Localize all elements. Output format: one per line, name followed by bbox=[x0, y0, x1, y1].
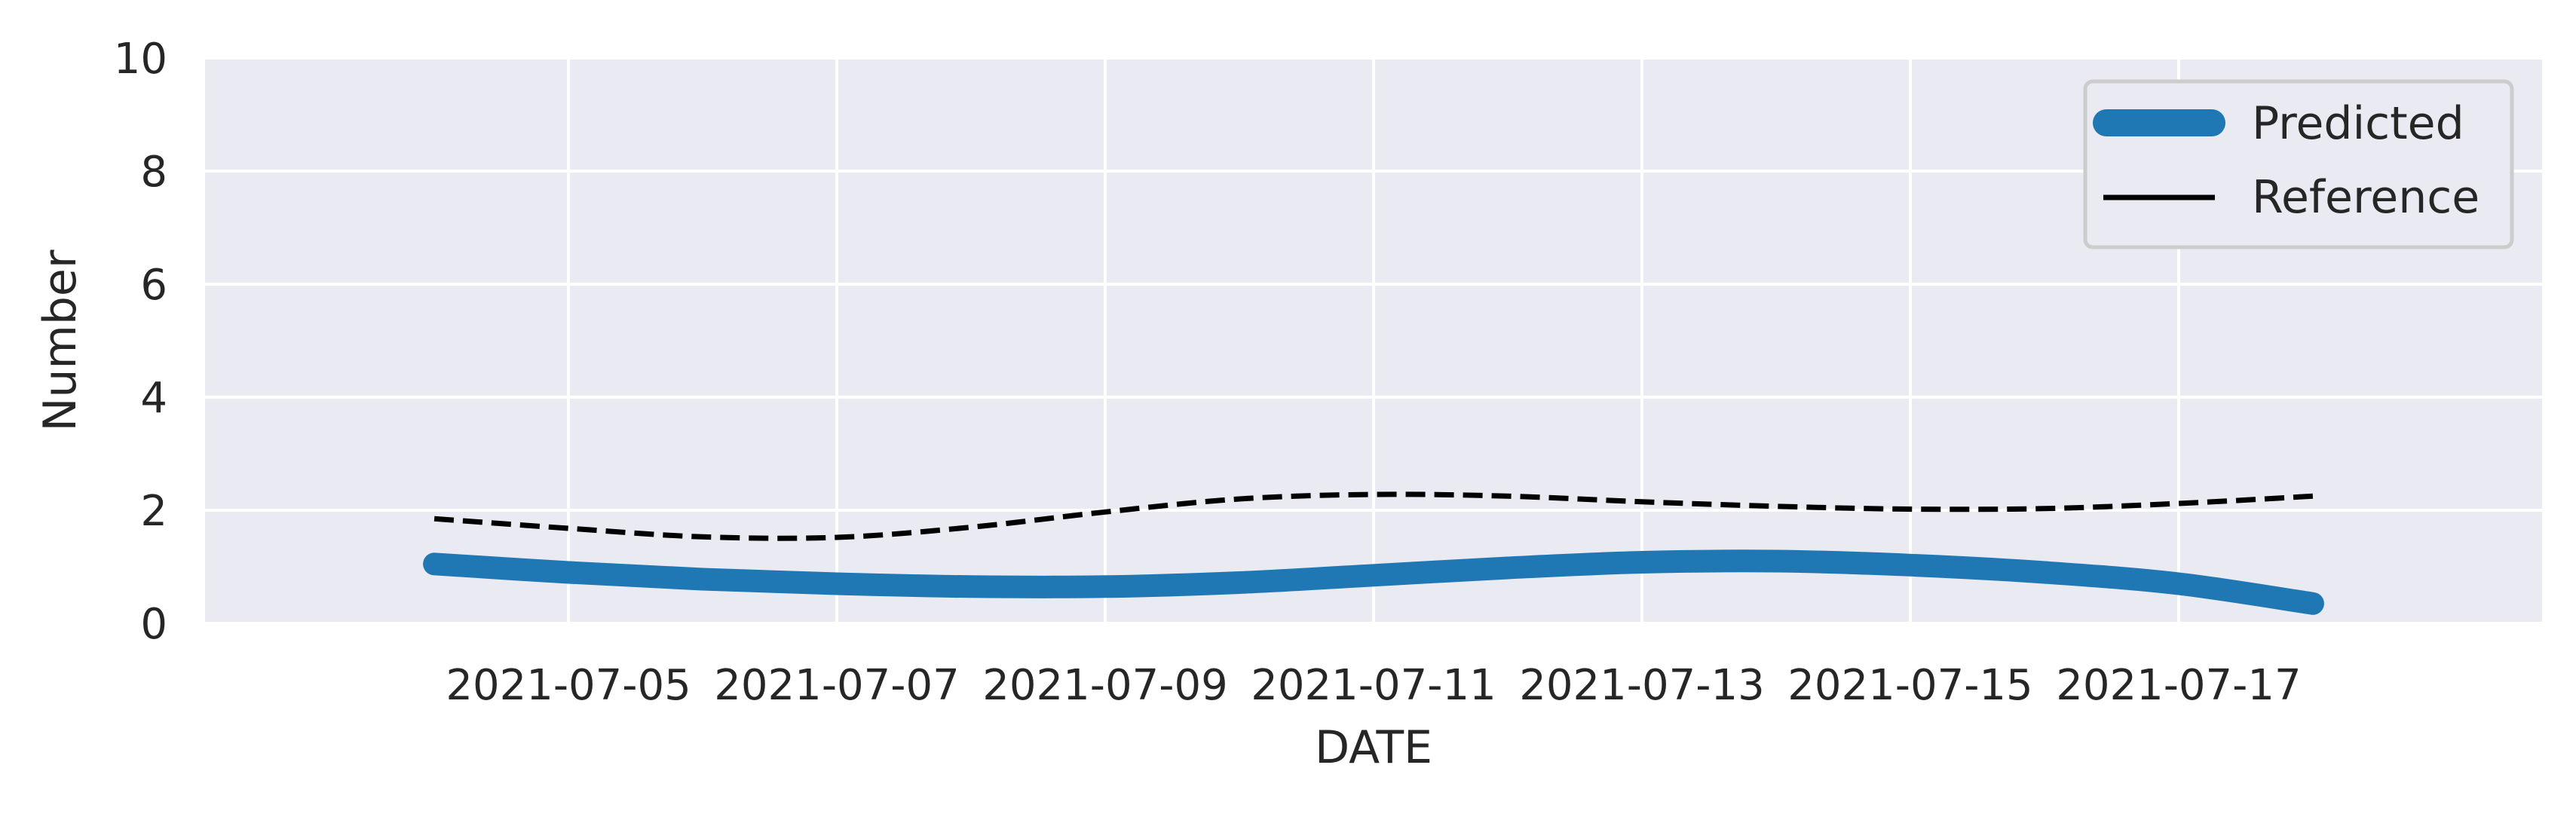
data-point-reference bbox=[1105, 512, 1106, 513]
data-point-predicted bbox=[2312, 603, 2313, 604]
data-point-reference bbox=[1642, 501, 1643, 502]
data-point-reference bbox=[2178, 503, 2179, 504]
x-axis-title: DATE bbox=[1315, 721, 1432, 774]
x-tick-labels: 2021-07-05 2021-07-07 2021-07-09 2021-07-11… bbox=[446, 661, 2301, 710]
legend-label-reference: Reference bbox=[2252, 171, 2480, 224]
y-tick-label: 0 bbox=[140, 600, 167, 649]
x-tick-label: 2021-07-05 bbox=[446, 661, 691, 710]
data-point-reference bbox=[971, 527, 972, 528]
x-tick-label: 2021-07-11 bbox=[1251, 661, 1496, 710]
x-tick-label: 2021-07-15 bbox=[1787, 661, 2032, 710]
x-tick-label: 2021-07-09 bbox=[982, 661, 1227, 710]
x-tick-label: 2021-07-07 bbox=[714, 661, 959, 710]
data-point-reference bbox=[1508, 496, 1509, 497]
y-tick-label: 2 bbox=[140, 487, 167, 536]
data-point-predicted bbox=[971, 586, 972, 587]
data-point-predicted bbox=[1105, 586, 1106, 587]
x-tick-label: 2021-07-17 bbox=[2056, 661, 2301, 710]
data-point-predicted bbox=[568, 572, 569, 573]
data-point-reference bbox=[837, 537, 838, 538]
data-point-reference bbox=[568, 528, 569, 529]
legend: Predicted Reference bbox=[2083, 79, 2514, 249]
legend-label-predicted: Predicted bbox=[2252, 97, 2464, 150]
series-line-predicted bbox=[423, 549, 2324, 615]
data-point-predicted bbox=[1642, 562, 1643, 563]
x-tick-label: 2021-07-13 bbox=[1519, 661, 1764, 710]
y-tick-label: 4 bbox=[140, 374, 167, 423]
data-point-predicted bbox=[434, 564, 435, 565]
data-point-predicted bbox=[2178, 583, 2179, 584]
y-tick-labels: 0 2 4 6 8 10 bbox=[114, 35, 167, 649]
series-lines bbox=[423, 491, 2324, 615]
data-point-predicted bbox=[837, 583, 838, 584]
data-point-reference bbox=[1239, 499, 1240, 500]
y-tick-label: 8 bbox=[140, 148, 167, 197]
data-point-reference bbox=[2312, 496, 2313, 497]
y-axis-title: Number bbox=[34, 249, 87, 431]
y-tick-label: 10 bbox=[114, 35, 167, 84]
y-tick-label: 6 bbox=[140, 261, 167, 310]
